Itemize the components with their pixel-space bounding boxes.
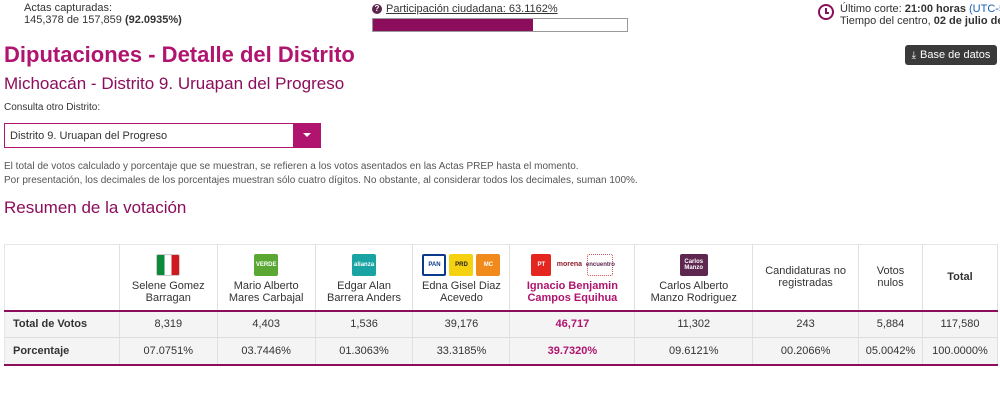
candidate-name: Carlos Alberto [659,279,729,292]
votacion-table: Selene Gomez Barragan VERDE Mario Alberto… [4,244,998,366]
votes-cell: 39,176 [412,310,511,338]
table-header-row: Selene Gomez Barragan VERDE Mario Alberto… [4,244,998,311]
votes-cell: 4,403 [217,310,316,338]
actas-counts: 145,378 de 157,859 [24,14,122,26]
pct-cell-winner: 39.7320% [509,337,636,365]
header-empty-cell [4,244,120,311]
nueva-alianza-logo-icon: alianza [352,253,377,276]
candidate-name: Selene Gomez [131,279,205,292]
corte-prefix: Último corte: [840,3,905,15]
candidate-name: Edgar Alan [337,279,391,292]
clock-icon [818,4,834,20]
actas-capturadas: Actas capturadas: 145,378 de 157,859 (92… [24,2,182,26]
pct-cell: 05.0042% [858,337,923,365]
table-row-porcentaje: Porcentaje 07.0751% 03.7446% 01.3063% 33… [4,337,998,365]
pt-logo-icon: PT [531,253,552,276]
pct-cell: 00.2066% [752,337,860,365]
candidate-header-4: PT morena encuentro Ignacio Benjamin Camp… [509,244,636,311]
votes-cell: 1,536 [315,310,414,338]
resumen-title: Resumen de la votación [4,198,187,217]
mc-logo-icon: MC [476,253,501,276]
votes-total-cell: 117,580 [922,310,998,338]
candidate-name: Ignacio Benjamin [526,279,618,292]
pan-logo-icon: PAN [422,253,447,276]
independiente-logo-icon: Carlos Manzo [679,253,708,276]
candidate-name: Mares Carbajal [228,291,304,304]
votes-cell: 243 [752,310,860,338]
candidate-header-1: VERDE Mario Alberto Mares Carbajal [217,244,316,311]
corte-time: 21:00 horas [904,3,966,15]
download-icon: ⤓ [911,49,917,61]
corte-utc[interactable]: (UTC-5) [969,3,1000,15]
pct-total-cell: 100.0000% [922,337,998,365]
participacion-progress-bar [372,18,628,32]
encuentro-social-logo-icon: encuentro [586,253,615,276]
actas-percent: (92.0935%) [124,14,182,26]
page-title: Diputaciones - Detalle del Distrito [4,42,355,67]
candidate-name: Manzo Rodriguez [650,291,737,304]
no-registradas-label: Candidaturas no [765,265,846,278]
base-de-datos-label: Base de datos [920,49,991,61]
corte-line2: Tiempo del centro, [840,15,934,27]
candidate-header-2: alianza Edgar Alan Barrera Anders [315,244,414,311]
pct-cell: 07.0751% [119,337,218,365]
ultimo-corte: Último corte: 21:00 horas (UTC-5) Tiempo… [818,3,1000,27]
candidate-header-5: Carlos Manzo Carlos Alberto Manzo Rodrigu… [634,244,754,311]
pct-cell: 03.7446% [217,337,316,365]
nulos-label: Votos [876,265,905,278]
pct-cell: 33.3185% [412,337,511,365]
candidate-name: Barragan [145,291,191,304]
prd-logo-icon: PRD [449,253,474,276]
pri-logo-icon [156,253,181,276]
candidate-header-3: PAN PRD MC Edna Gisel Diaz Acevedo [412,244,511,311]
candidate-name: Barrera Anders [327,291,402,304]
corte-date: 02 de julio de 2018 [933,15,1000,27]
nulos-label: nulos [877,277,904,290]
info-note-line1: El total de votos calculado y porcentaje… [4,161,579,172]
votes-cell: 5,884 [858,310,923,338]
consulta-label: Consulta otro Distrito: [4,102,101,113]
no-registradas-label: registradas [778,277,833,290]
base-de-datos-button[interactable]: ⤓ Base de datos [905,45,997,65]
candidate-name: Acevedo [440,291,483,304]
nulos-header: Votos nulos [858,244,923,311]
no-registradas-header: Candidaturas no registradas [752,244,860,311]
participacion-link[interactable]: Participación ciudadana: 63.1162% [386,3,558,15]
votes-cell-winner: 46,717 [509,310,636,338]
top-bar: Actas capturadas: 145,378 de 157,859 (92… [0,0,1000,34]
candidate-header-0: Selene Gomez Barragan [119,244,218,311]
pct-cell: 09.6121% [634,337,754,365]
row-label-porcentaje: Porcentaje [4,337,120,365]
row-label-votos: Total de Votos [4,310,120,338]
chevron-down-icon[interactable] [293,122,321,148]
distrito-select[interactable]: Distrito 9. Uruapan del Progreso [4,122,321,148]
total-header: Total [922,244,998,311]
distrito-select-value: Distrito 9. Uruapan del Progreso [10,129,168,142]
question-icon[interactable]: ? [372,4,382,14]
morena-logo-icon: morena [554,253,585,276]
pct-cell: 01.3063% [315,337,414,365]
candidate-name: Campos Equihua [527,291,618,304]
candidate-name: Edna Gisel Diaz [422,279,501,292]
votes-cell: 8,319 [119,310,218,338]
votes-cell: 11,302 [634,310,754,338]
info-note: El total de votos calculado y porcentaje… [4,160,638,188]
verde-logo-icon: VERDE [254,253,279,276]
participacion-ciudadana: ? Participación ciudadana: 63.1162% [372,3,628,32]
candidate-name: Mario Alberto [233,279,299,292]
info-note-line2: Por presentación, los decimales de los p… [4,175,638,186]
actas-label: Actas capturadas: [24,2,113,14]
participacion-progress-fill [373,19,534,31]
table-row-votos: Total de Votos 8,319 4,403 1,536 39,176 … [4,310,998,338]
page-subtitle: Michoacán - Distrito 9. Uruapan del Prog… [4,74,345,93]
